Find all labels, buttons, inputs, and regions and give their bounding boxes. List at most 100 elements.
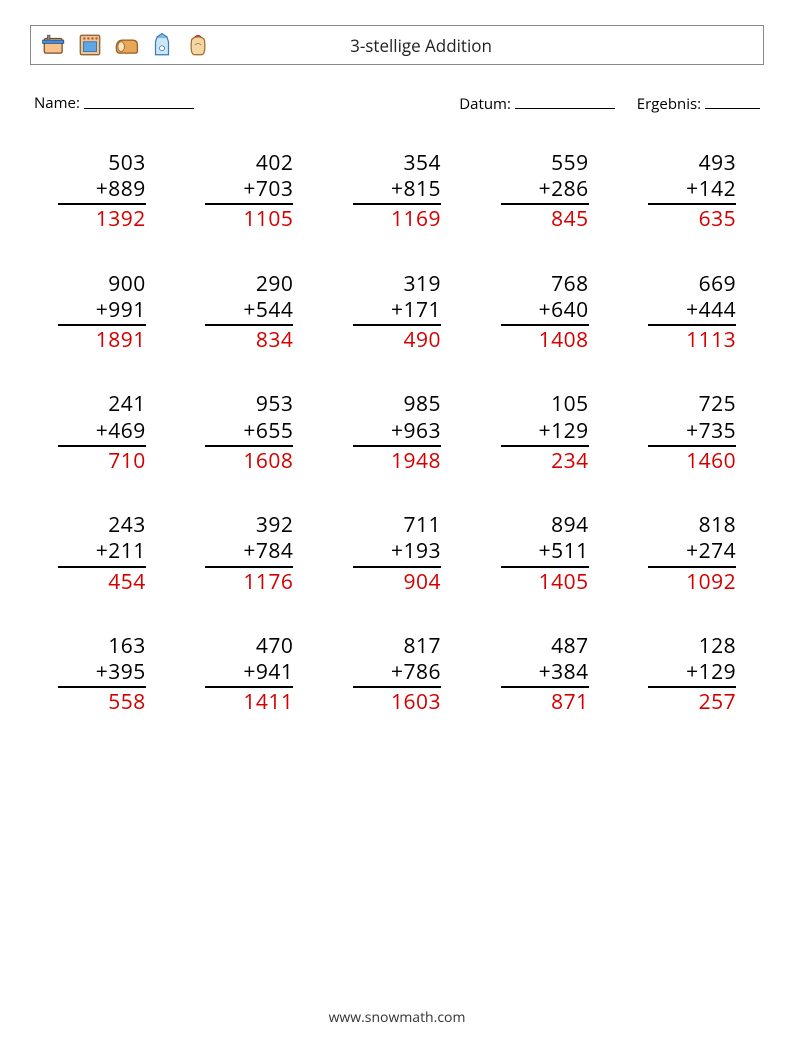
bread-icon bbox=[113, 32, 139, 58]
answer: 1891 bbox=[58, 326, 146, 353]
addend-bottom: +511 bbox=[501, 538, 589, 567]
answer: 1392 bbox=[58, 205, 146, 232]
answer: 1169 bbox=[353, 205, 441, 232]
answer: 1113 bbox=[648, 326, 736, 353]
oven-icon bbox=[77, 32, 103, 58]
addition-problem: 985+9631948 bbox=[353, 391, 441, 474]
addend-top: 817 bbox=[353, 633, 441, 659]
addition-problem: 105+129234 bbox=[501, 391, 589, 474]
addend-top: 669 bbox=[648, 271, 736, 297]
answer: 635 bbox=[648, 205, 736, 232]
addition-problem: 128+129257 bbox=[648, 633, 736, 716]
footer-url: www.snowmath.com bbox=[0, 1008, 794, 1027]
addend-top: 900 bbox=[58, 271, 146, 297]
addend-top: 243 bbox=[58, 512, 146, 538]
addend-bottom: +655 bbox=[205, 418, 293, 447]
addition-problem: 163+395558 bbox=[58, 633, 146, 716]
addend-top: 559 bbox=[501, 150, 589, 176]
addend-bottom: +889 bbox=[58, 176, 146, 205]
score-blank[interactable] bbox=[705, 93, 760, 109]
addition-problem: 953+6551608 bbox=[205, 391, 293, 474]
addend-top: 487 bbox=[501, 633, 589, 659]
addition-problem: 817+7861603 bbox=[353, 633, 441, 716]
answer: 454 bbox=[58, 568, 146, 595]
addend-bottom: +444 bbox=[648, 297, 736, 326]
addend-top: 953 bbox=[205, 391, 293, 417]
addend-top: 392 bbox=[205, 512, 293, 538]
addition-problem: 900+9911891 bbox=[58, 271, 146, 354]
answer: 871 bbox=[501, 688, 589, 715]
answer: 1105 bbox=[205, 205, 293, 232]
addend-bottom: +129 bbox=[501, 418, 589, 447]
worksheet-page: 3-stellige Addition Name: Datum: Ergebni… bbox=[0, 0, 794, 1053]
answer: 834 bbox=[205, 326, 293, 353]
answer: 257 bbox=[648, 688, 736, 715]
addend-bottom: +735 bbox=[648, 418, 736, 447]
addend-bottom: +142 bbox=[648, 176, 736, 205]
addition-problem: 725+7351460 bbox=[648, 391, 736, 474]
milk-carton-icon bbox=[149, 32, 175, 58]
answer: 1092 bbox=[648, 568, 736, 595]
problem-grid: 503+8891392 402+7031105 354+8151169 559+286… bbox=[30, 150, 764, 716]
worksheet-title: 3-stellige Addition bbox=[211, 34, 631, 57]
addend-top: 354 bbox=[353, 150, 441, 176]
addend-top: 163 bbox=[58, 633, 146, 659]
addition-problem: 487+384871 bbox=[501, 633, 589, 716]
answer: 1460 bbox=[648, 447, 736, 474]
addend-bottom: +211 bbox=[58, 538, 146, 567]
addend-bottom: +941 bbox=[205, 659, 293, 688]
addend-bottom: +963 bbox=[353, 418, 441, 447]
addend-top: 818 bbox=[648, 512, 736, 538]
addend-bottom: +784 bbox=[205, 538, 293, 567]
name-blank[interactable] bbox=[84, 93, 194, 109]
addend-bottom: +703 bbox=[205, 176, 293, 205]
addend-bottom: +544 bbox=[205, 297, 293, 326]
addend-top: 985 bbox=[353, 391, 441, 417]
addend-top: 470 bbox=[205, 633, 293, 659]
name-label: Name: bbox=[34, 93, 80, 114]
answer: 1408 bbox=[501, 326, 589, 353]
addend-top: 503 bbox=[58, 150, 146, 176]
addition-problem: 894+5111405 bbox=[501, 512, 589, 595]
addend-bottom: +193 bbox=[353, 538, 441, 567]
flour-bag-icon bbox=[185, 32, 211, 58]
addend-bottom: +395 bbox=[58, 659, 146, 688]
score-label: Ergebnis: bbox=[637, 94, 701, 114]
answer: 710 bbox=[58, 447, 146, 474]
addition-problem: 493+142635 bbox=[648, 150, 736, 233]
answer: 1608 bbox=[205, 447, 293, 474]
addend-top: 493 bbox=[648, 150, 736, 176]
addend-bottom: +286 bbox=[501, 176, 589, 205]
answer: 1603 bbox=[353, 688, 441, 715]
addend-top: 241 bbox=[58, 391, 146, 417]
addition-problem: 290+544834 bbox=[205, 271, 293, 354]
date-blank[interactable] bbox=[515, 93, 615, 109]
addition-problem: 818+2741092 bbox=[648, 512, 736, 595]
answer: 1948 bbox=[353, 447, 441, 474]
addend-bottom: +129 bbox=[648, 659, 736, 688]
addend-top: 711 bbox=[353, 512, 441, 538]
addend-bottom: +274 bbox=[648, 538, 736, 567]
addend-bottom: +991 bbox=[58, 297, 146, 326]
answer: 1176 bbox=[205, 568, 293, 595]
addend-bottom: +786 bbox=[353, 659, 441, 688]
addition-problem: 241+469710 bbox=[58, 391, 146, 474]
header-box: 3-stellige Addition bbox=[30, 25, 764, 65]
addend-top: 319 bbox=[353, 271, 441, 297]
addend-top: 402 bbox=[205, 150, 293, 176]
answer: 1411 bbox=[205, 688, 293, 715]
addition-problem: 319+171490 bbox=[353, 271, 441, 354]
cutting-board-icon bbox=[41, 32, 67, 58]
addition-problem: 768+6401408 bbox=[501, 271, 589, 354]
addend-top: 894 bbox=[501, 512, 589, 538]
answer: 558 bbox=[58, 688, 146, 715]
addend-top: 105 bbox=[501, 391, 589, 417]
answer: 845 bbox=[501, 205, 589, 232]
addition-problem: 354+8151169 bbox=[353, 150, 441, 233]
answer: 904 bbox=[353, 568, 441, 595]
answer: 234 bbox=[501, 447, 589, 474]
addition-problem: 392+7841176 bbox=[205, 512, 293, 595]
addition-problem: 669+4441113 bbox=[648, 271, 736, 354]
meta-row: Name: Datum: Ergebnis: bbox=[30, 93, 764, 114]
addition-problem: 470+9411411 bbox=[205, 633, 293, 716]
